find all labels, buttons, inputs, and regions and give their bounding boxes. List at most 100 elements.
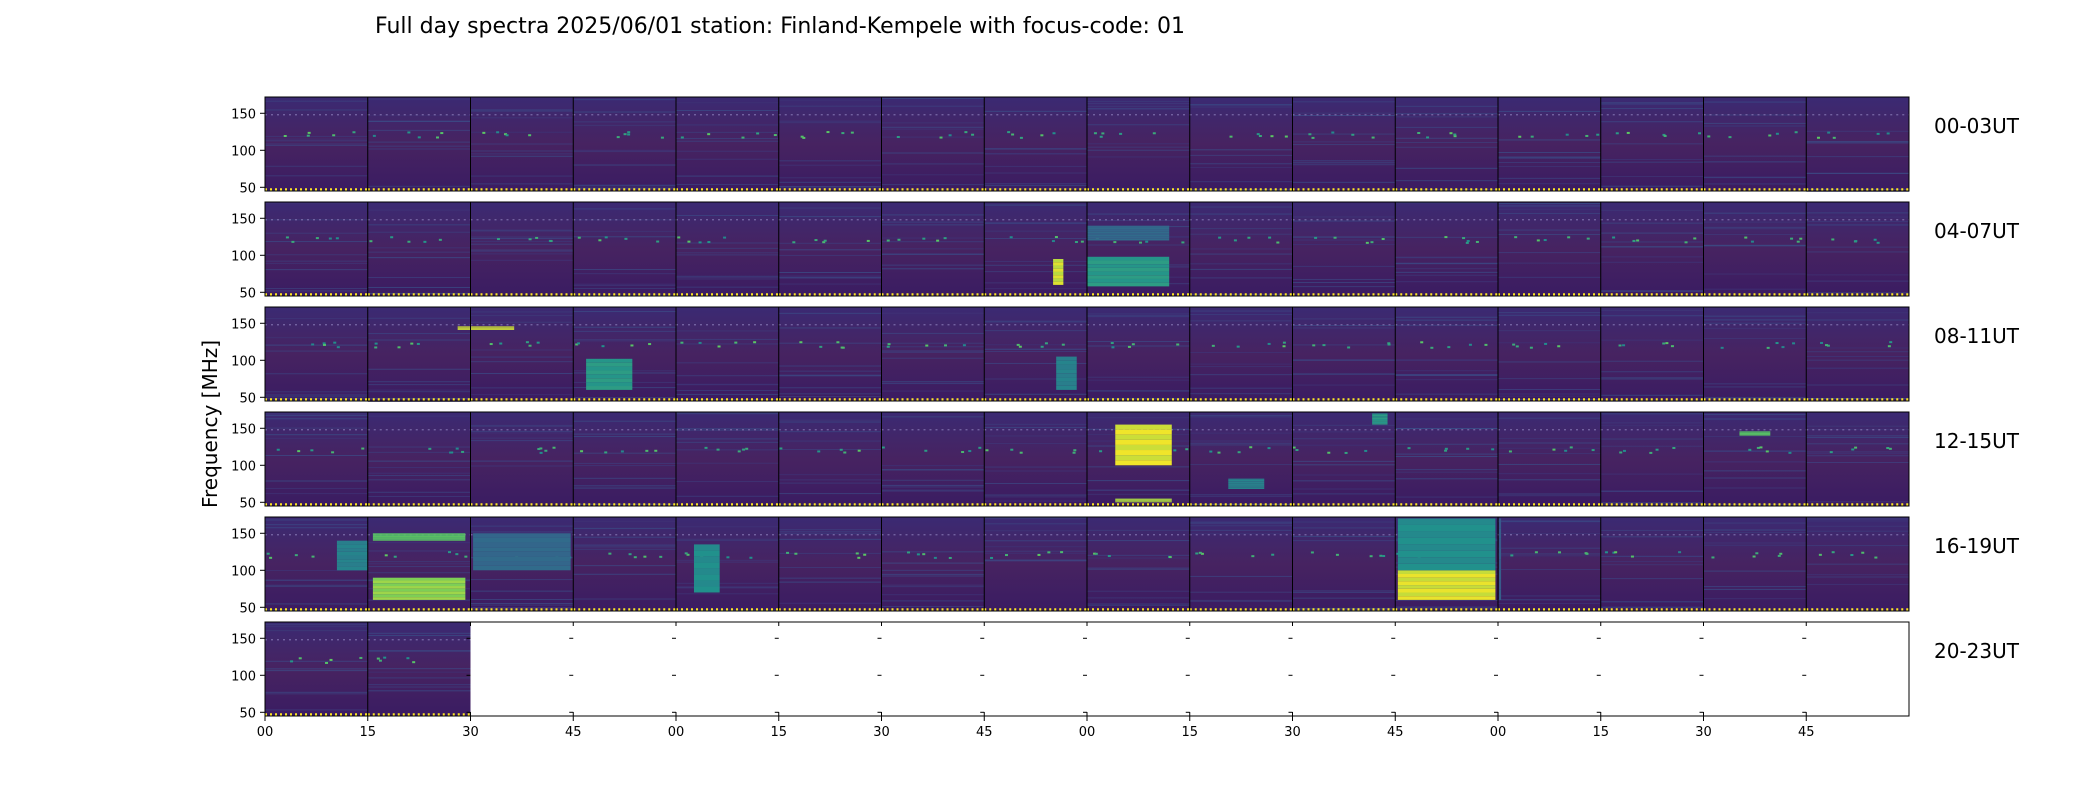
burst-band bbox=[1115, 424, 1172, 430]
noise-line bbox=[1498, 438, 1601, 440]
noise-line bbox=[367, 333, 471, 335]
noise-line bbox=[265, 260, 368, 262]
rfi-dot bbox=[311, 555, 315, 558]
rfi-dot bbox=[1426, 136, 1430, 139]
noise-line bbox=[1600, 536, 1704, 538]
noise-line bbox=[367, 650, 471, 652]
noise-line bbox=[1600, 232, 1704, 234]
rfi-dot bbox=[1168, 556, 1172, 559]
panel-background bbox=[881, 517, 985, 611]
rfi-dot bbox=[1604, 551, 1608, 554]
noise-line bbox=[778, 187, 882, 189]
noise-line bbox=[1395, 137, 1498, 139]
rfi-dot bbox=[1711, 556, 1715, 559]
rfi-dot bbox=[332, 134, 336, 137]
burst-band bbox=[1056, 377, 1077, 382]
panel-background bbox=[1498, 517, 1601, 611]
rfi-dot bbox=[1831, 238, 1835, 241]
rfi-dot bbox=[1728, 136, 1732, 139]
burst-band bbox=[586, 378, 633, 383]
spectrum-panel bbox=[1189, 307, 1293, 401]
rfi-dot bbox=[1876, 132, 1880, 135]
noise-line bbox=[676, 124, 779, 126]
noise-line bbox=[1806, 453, 1909, 455]
rfi-dot bbox=[1019, 451, 1023, 454]
rfi-dot bbox=[886, 345, 890, 348]
rfi-dot bbox=[1131, 343, 1135, 346]
rfi-dot bbox=[361, 447, 365, 450]
rfi-dot bbox=[455, 553, 459, 556]
noise-line bbox=[1600, 371, 1704, 373]
burst-band bbox=[1228, 483, 1265, 486]
rfi-dot bbox=[1618, 344, 1622, 347]
noise-line bbox=[1395, 379, 1498, 381]
noise-line bbox=[881, 575, 985, 577]
noise-line bbox=[1806, 425, 1909, 427]
spectrum-panel bbox=[1498, 202, 1601, 296]
noise-line bbox=[1189, 166, 1293, 168]
burst-band bbox=[1053, 262, 1064, 266]
burst-band bbox=[1397, 537, 1496, 545]
burst-band bbox=[473, 537, 571, 543]
rfi-dot bbox=[528, 238, 532, 241]
y-tick-label: 50 bbox=[239, 496, 256, 511]
burst-band bbox=[693, 568, 720, 575]
noise-line bbox=[676, 393, 779, 395]
noise-line bbox=[367, 472, 471, 474]
noise-line bbox=[1600, 445, 1704, 447]
noise-line bbox=[984, 230, 1087, 232]
noise-line bbox=[778, 375, 882, 377]
rfi-dot bbox=[536, 341, 540, 344]
rfi-dot bbox=[384, 554, 388, 557]
spectrum-panel bbox=[1395, 307, 1498, 401]
rfi-dot bbox=[1387, 343, 1391, 346]
panel-background bbox=[1292, 97, 1396, 191]
spectrum-panel bbox=[881, 517, 985, 611]
noise-line bbox=[1806, 451, 1909, 453]
noise-line bbox=[1498, 262, 1601, 264]
noise-line bbox=[1498, 165, 1601, 167]
noise-line bbox=[1292, 236, 1396, 238]
noise-line bbox=[367, 148, 471, 150]
spectrum-panel bbox=[470, 307, 574, 401]
rfi-dot bbox=[799, 341, 803, 344]
rfi-dot bbox=[1236, 345, 1240, 348]
row-label: 20-23UT bbox=[1934, 639, 2020, 663]
spectrum-panel bbox=[1189, 202, 1293, 296]
rfi-dot bbox=[1371, 136, 1375, 139]
noise-line bbox=[265, 350, 368, 352]
noise-line bbox=[881, 241, 985, 243]
rfi-dot bbox=[1074, 241, 1078, 244]
noise-line bbox=[1087, 529, 1190, 531]
noise-line bbox=[984, 423, 1087, 425]
burst-band bbox=[1087, 227, 1170, 230]
noise-line bbox=[1189, 163, 1293, 165]
panel-background bbox=[1600, 412, 1704, 506]
noise-line bbox=[984, 238, 1087, 240]
burst bbox=[1053, 258, 1064, 285]
rfi-dot bbox=[857, 449, 861, 452]
noise-line bbox=[1087, 102, 1190, 104]
noise-line bbox=[573, 208, 676, 210]
burst-band bbox=[1739, 434, 1771, 435]
rfi-dot bbox=[1750, 240, 1754, 243]
rfi-dot bbox=[1462, 237, 1466, 240]
y-tick-label: 100 bbox=[231, 564, 256, 579]
rfi-dot bbox=[1420, 341, 1424, 344]
noise-line bbox=[1600, 529, 1704, 531]
rfi-dot bbox=[855, 552, 859, 555]
panel-background bbox=[676, 97, 779, 191]
panel-background bbox=[778, 307, 882, 401]
rfi-dot bbox=[1536, 239, 1540, 242]
rfi-dot bbox=[1515, 345, 1519, 348]
noise-line bbox=[470, 155, 574, 157]
rfi-dot bbox=[620, 450, 624, 453]
burst-band bbox=[1372, 417, 1388, 420]
spectrum-panel bbox=[881, 307, 985, 401]
rfi-dot bbox=[369, 240, 373, 243]
noise-line bbox=[984, 172, 1087, 174]
burst-band bbox=[372, 583, 466, 587]
rfi-dot bbox=[633, 556, 637, 559]
rfi-dot bbox=[376, 657, 380, 660]
noise-line bbox=[1087, 315, 1190, 317]
